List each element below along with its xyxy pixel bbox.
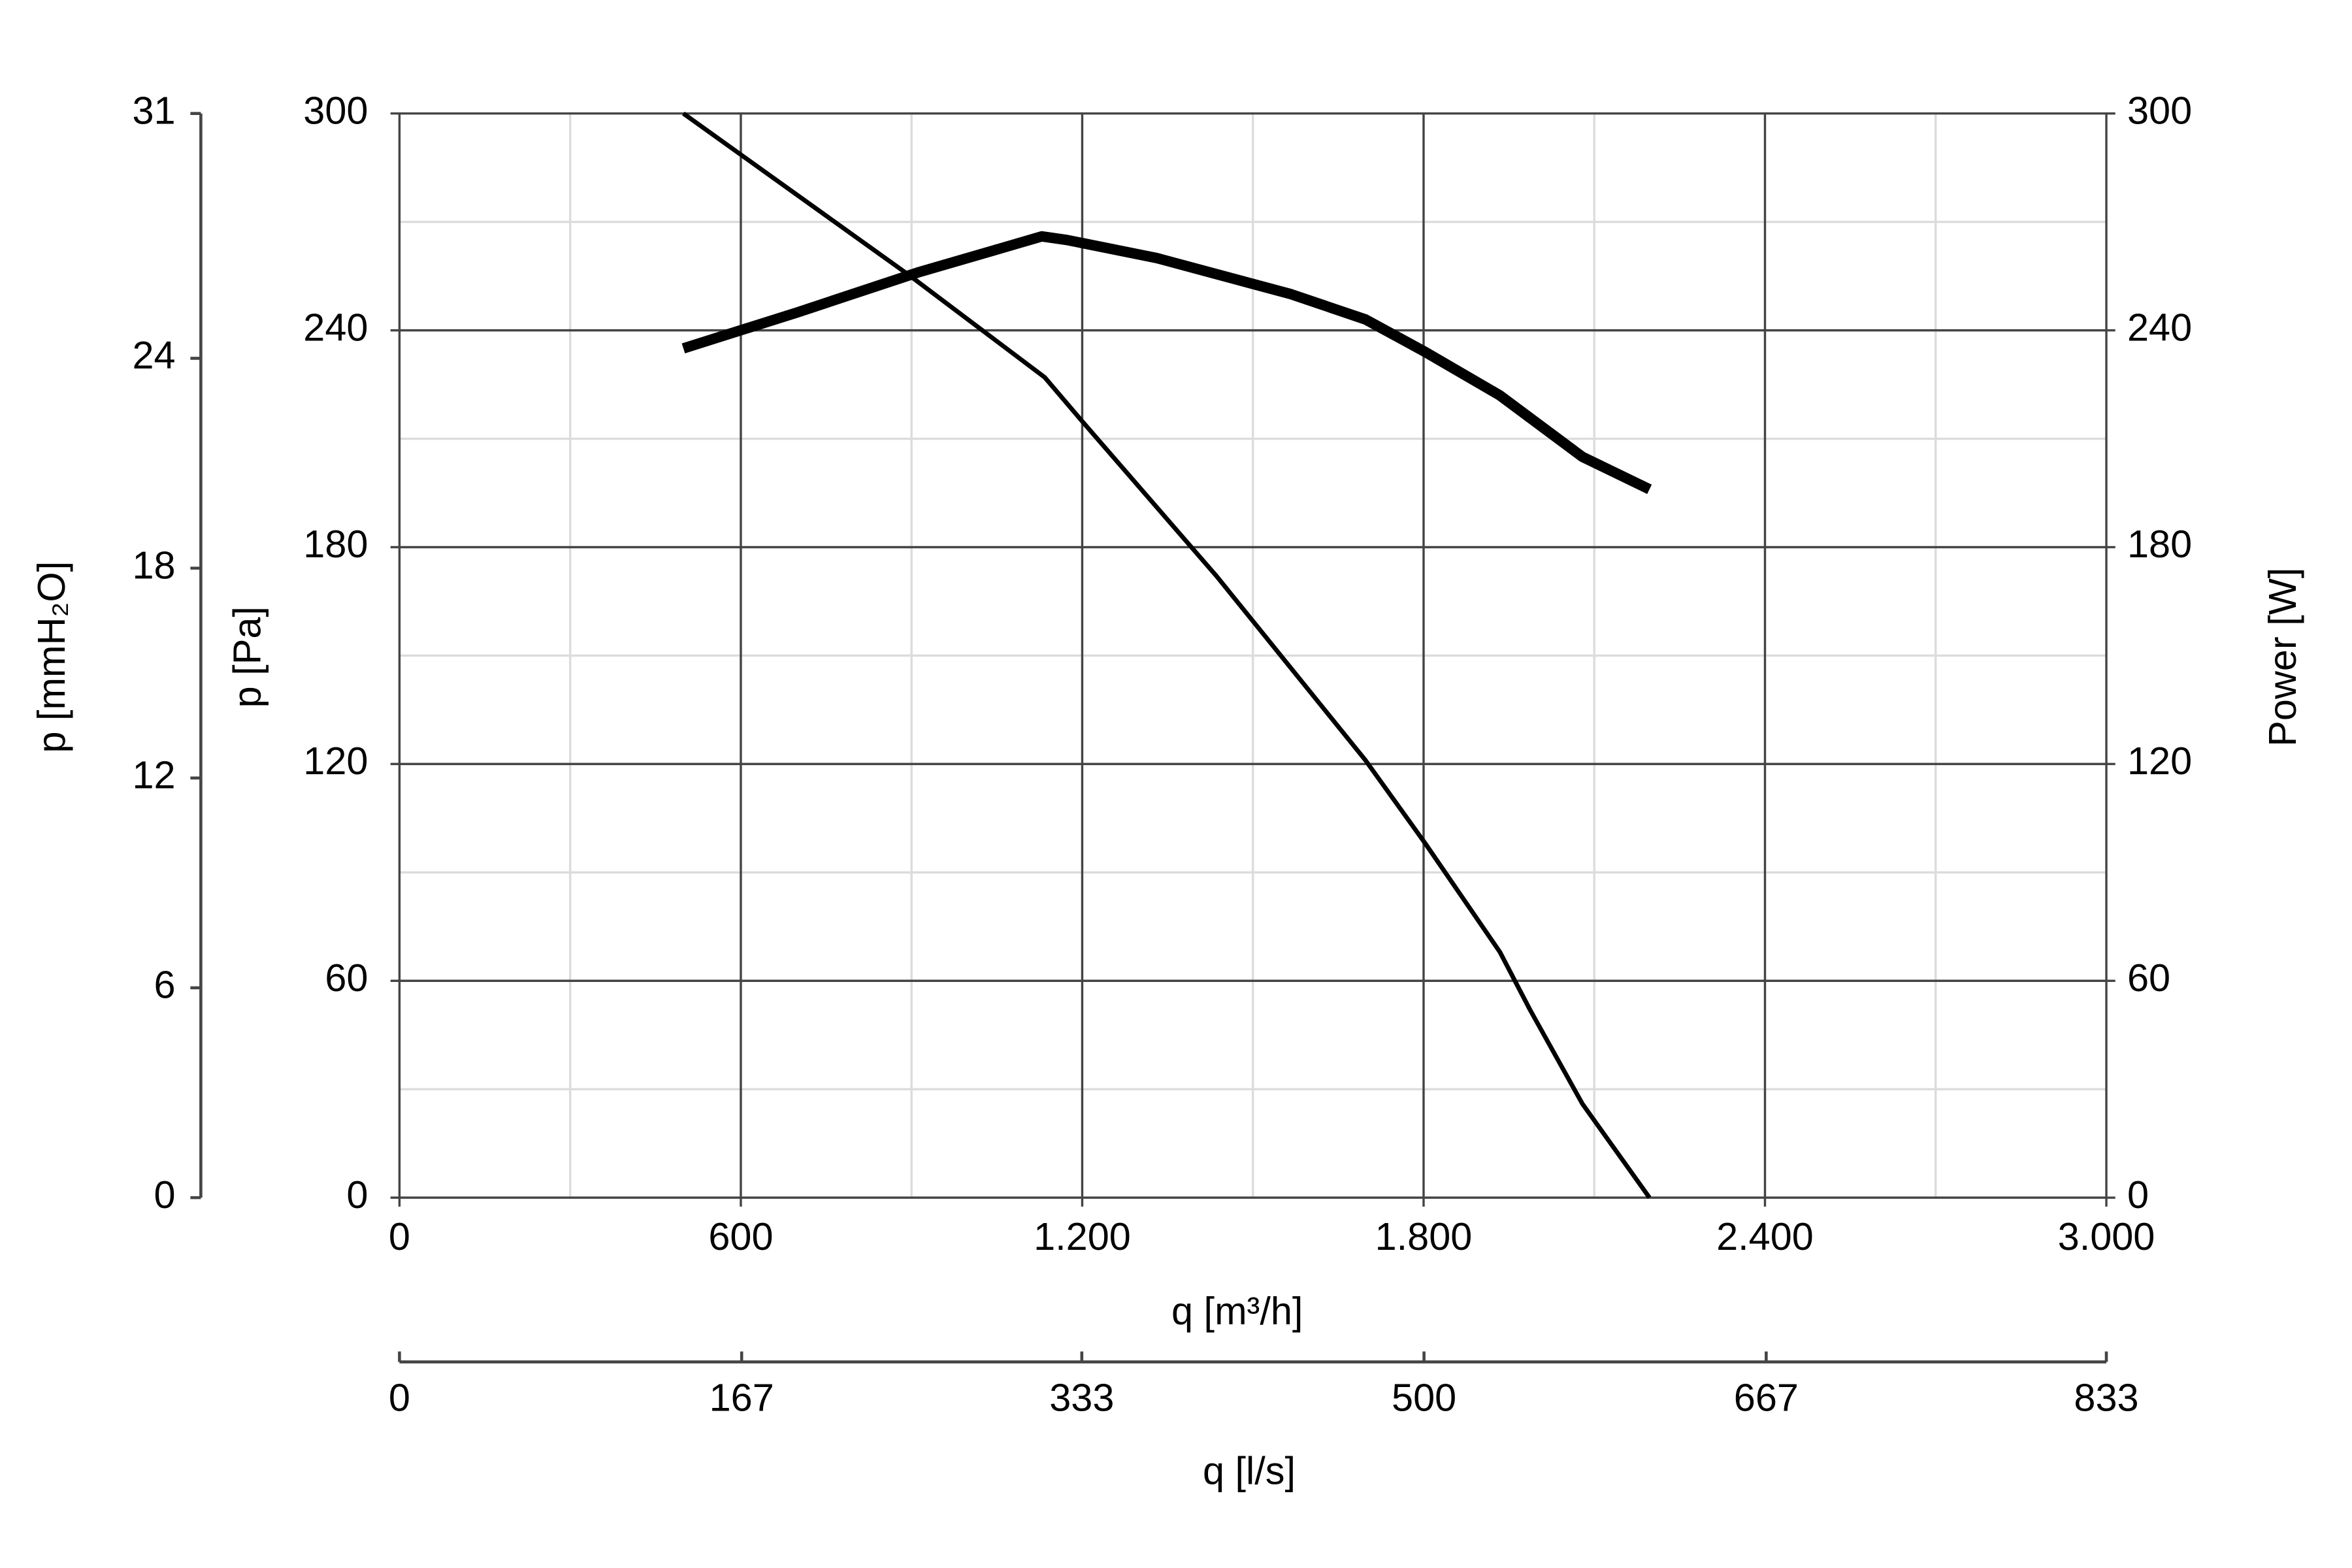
data-line [681,231,1652,495]
x2-tick-label: 500 [1392,1376,1456,1420]
x-tick-label: 3.000 [2058,1215,2155,1258]
y-tick-label: 120 [303,739,368,783]
data-line [681,111,1652,1200]
x2-tick-label: 0 [389,1376,410,1420]
y2-tick-label: 120 [2127,739,2192,783]
y-tick-label: 240 [303,305,368,349]
y2-axis-label: Power [W] [2261,568,2304,747]
y3-tick-label: 6 [154,963,176,1007]
x-tick-label: 1.800 [1375,1215,1473,1258]
y-tick-label: 0 [346,1173,368,1217]
x2-axis-label: q [l/s] [1203,1449,1296,1493]
x-axis-label: q [m³/h] [1171,1289,1303,1333]
y3-axis-label: p [mmH₂O] [29,561,73,753]
y3-tick-label: 31 [132,88,175,132]
x2-tick-label: 833 [2074,1376,2138,1420]
x-tick-label: 600 [708,1215,773,1258]
x2-tick-label: 167 [710,1376,774,1420]
y-tick-label: 300 [303,88,368,132]
y3-tick-label: 24 [132,333,175,377]
y-axis-label: p [Pa] [225,606,269,708]
x-tick-label: 1.200 [1034,1215,1131,1258]
y-tick-label: 180 [303,522,368,566]
y-tick-label: 60 [325,956,368,1000]
y2-tick-label: 180 [2127,522,2192,566]
y3-tick-label: 0 [154,1173,176,1217]
y3-tick-label: 18 [132,543,175,587]
y2-tick-label: 0 [2127,1173,2149,1217]
x-tick-label: 2.400 [1716,1215,1814,1258]
x2-tick-label: 333 [1049,1376,1114,1420]
y2-tick-label: 240 [2127,305,2192,349]
y2-tick-label: 60 [2127,956,2170,1000]
x2-tick-label: 667 [1734,1376,1799,1420]
y2-tick-label: 300 [2127,88,2192,132]
y3-tick-label: 12 [132,753,175,796]
x-tick-label: 0 [389,1215,410,1258]
